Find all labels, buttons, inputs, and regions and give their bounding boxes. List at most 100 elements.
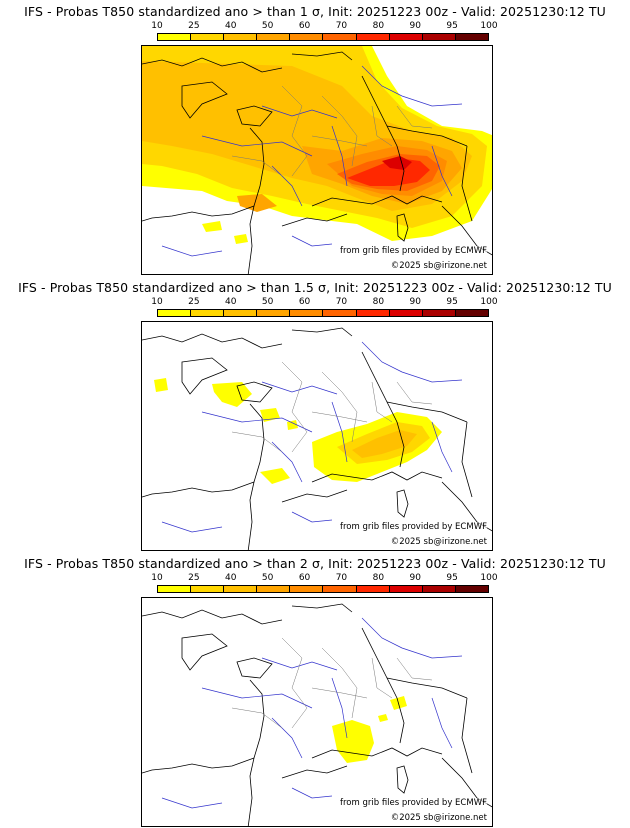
colorbar-segment <box>323 310 357 316</box>
colorbar-segment <box>356 310 390 316</box>
map-graphic <box>142 603 492 826</box>
colorbar-tick-label: 40 <box>225 297 237 307</box>
country-borders <box>281 351 473 503</box>
rivers <box>161 65 463 257</box>
copyright-credit: ©2025 sb@irizone.net <box>390 813 487 823</box>
colorbar-tick-label: 70 <box>335 573 348 583</box>
probability-map: from grib files provided by ECMWF ©2025 … <box>141 597 493 827</box>
colorbar-segment <box>422 586 456 592</box>
colorbar-segment <box>257 34 291 40</box>
colorbar-tick-label: 80 <box>372 297 385 307</box>
colorbar-segment <box>356 586 390 592</box>
colorbar-segment <box>323 34 357 40</box>
colorbar-segment <box>158 34 192 40</box>
map-panel-2: IFS - Probas T850 standardized ano > tha… <box>0 276 630 552</box>
colorbar-tick-label: 95 <box>446 297 458 307</box>
colorbar <box>157 585 489 593</box>
panel-title: IFS - Probas T850 standardized ano > tha… <box>18 280 612 295</box>
colorbar-segment <box>323 586 357 592</box>
map-panel-1: IFS - Probas T850 standardized ano > tha… <box>0 0 630 276</box>
regional-borders <box>231 361 433 453</box>
source-credit: from grib files provided by ECMWF <box>340 522 487 532</box>
colorbar-tick-label: 80 <box>372 573 385 583</box>
prob-area-small <box>237 194 277 212</box>
probability-map: from grib files provided by ECMWF ©2025 … <box>141 321 493 551</box>
colorbar-segment <box>257 586 291 592</box>
colorbar-tick-label: 100 <box>480 573 498 583</box>
colorbar-tick-label: 50 <box>261 297 274 307</box>
colorbar-tick-label: 60 <box>298 21 311 31</box>
colorbar-tick-label: 10 <box>151 573 163 583</box>
panel-title: IFS - Probas T850 standardized ano > tha… <box>24 4 606 19</box>
colorbar-tick-label: 70 <box>335 21 348 31</box>
colorbar-segment <box>455 586 488 592</box>
colorbar-labels: 10 25 40 50 60 70 80 90 95 100 <box>141 21 511 32</box>
colorbar-segment <box>290 310 324 316</box>
colorbar-tick-label: 10 <box>151 21 163 31</box>
colorbar-segment <box>389 586 423 592</box>
regional-borders <box>231 637 433 729</box>
prob-area-10 <box>332 720 374 763</box>
colorbar-segment <box>191 586 225 592</box>
colorbar-segment <box>455 34 488 40</box>
copyright-credit: ©2025 sb@irizone.net <box>390 537 487 547</box>
source-credit: from grib files provided by ECMWF <box>340 798 487 808</box>
colorbar-tick-label: 40 <box>225 21 237 31</box>
colorbar-labels: 10 25 40 50 60 70 80 90 95 100 <box>141 573 511 584</box>
panel-title: IFS - Probas T850 standardized ano > tha… <box>24 556 606 571</box>
probability-map: from grib files provided by ECMWF ©2025 … <box>141 45 493 275</box>
colorbar-segment <box>224 310 258 316</box>
prob-area-patch <box>212 382 252 407</box>
colorbar-tick-label: 25 <box>188 573 200 583</box>
colorbar-tick-label: 50 <box>261 573 274 583</box>
colorbar-segment <box>290 586 324 592</box>
regional-borders <box>231 85 433 177</box>
colorbar-tick-label: 25 <box>188 21 200 31</box>
prob-area-patch <box>260 468 290 484</box>
colorbar-segment <box>158 586 192 592</box>
prob-area-90 <box>382 156 412 170</box>
rivers <box>161 341 463 533</box>
colorbar-segment <box>257 310 291 316</box>
colorbar-segment <box>422 310 456 316</box>
coastlines <box>142 327 492 550</box>
copyright-credit: ©2025 sb@irizone.net <box>390 261 487 271</box>
colorbar-segment <box>389 310 423 316</box>
map-panel-3: IFS - Probas T850 standardized ano > tha… <box>0 552 630 828</box>
colorbar-segment <box>158 310 192 316</box>
colorbar <box>157 33 489 41</box>
colorbar-segment <box>389 34 423 40</box>
colorbar-tick-label: 100 <box>480 21 498 31</box>
colorbar-tick-label: 60 <box>298 297 311 307</box>
colorbar-tick-label: 10 <box>151 297 163 307</box>
prob-area-patch <box>202 221 222 232</box>
colorbar-segment <box>224 34 258 40</box>
colorbar-tick-label: 25 <box>188 297 200 307</box>
prob-area-patch <box>378 714 388 722</box>
colorbar-tick-label: 90 <box>409 573 421 583</box>
map-graphic <box>142 46 492 274</box>
map-graphic <box>142 327 492 550</box>
colorbar-labels: 10 25 40 50 60 70 80 90 95 100 <box>141 297 511 308</box>
country-borders <box>281 627 473 779</box>
colorbar-tick-label: 90 <box>409 297 421 307</box>
colorbar-tick-label: 50 <box>261 21 274 31</box>
colorbar-segment <box>356 34 390 40</box>
prob-area-patch <box>287 420 298 430</box>
colorbar-segment <box>191 310 225 316</box>
source-credit: from grib files provided by ECMWF <box>340 246 487 256</box>
prob-area-patch <box>234 234 248 244</box>
colorbar-segment <box>290 34 324 40</box>
colorbar-segment <box>224 586 258 592</box>
colorbar-tick-label: 70 <box>335 297 348 307</box>
colorbar-segment <box>191 34 225 40</box>
colorbar-tick-label: 40 <box>225 573 237 583</box>
colorbar-tick-label: 90 <box>409 21 421 31</box>
prob-area-40 <box>352 430 417 458</box>
colorbar-segment <box>422 34 456 40</box>
rivers <box>161 617 463 809</box>
prob-area-80 <box>347 158 430 186</box>
colorbar-tick-label: 95 <box>446 21 458 31</box>
colorbar-segment <box>455 310 488 316</box>
colorbar-tick-label: 60 <box>298 573 311 583</box>
